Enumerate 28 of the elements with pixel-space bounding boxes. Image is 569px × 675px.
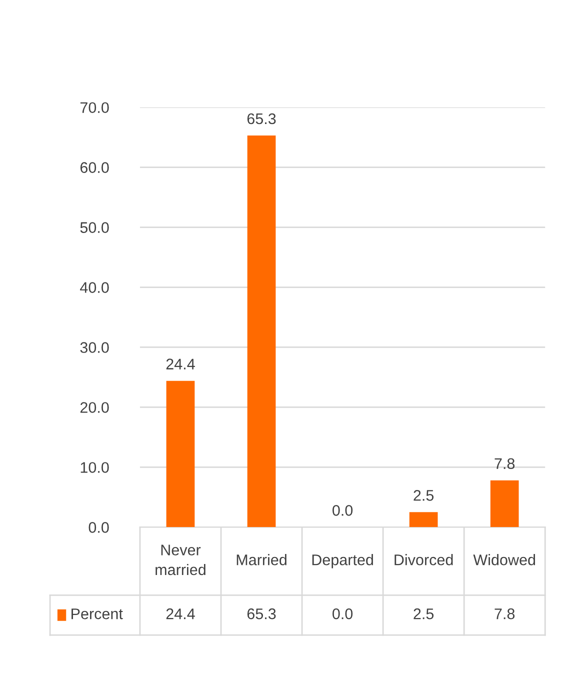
data-label: 24.4 <box>166 608 195 620</box>
y-tick-label: 20.0 <box>80 402 109 413</box>
bar <box>247 136 276 528</box>
text: 2.5 <box>414 490 434 501</box>
text: 0.0 <box>332 505 353 516</box>
legend-label: Percent <box>72 608 123 620</box>
data-label: 7.8 <box>494 608 515 620</box>
bar <box>490 480 519 528</box>
x-tick-label: Departed <box>312 554 373 568</box>
y-tick-label: 10.0 <box>80 462 109 473</box>
data-label: 65.3 <box>247 608 276 620</box>
x-tick-label: Widowed <box>473 554 536 566</box>
bar <box>409 512 438 528</box>
y-tick-label: 40.0 <box>80 282 109 293</box>
text: 24.4 <box>166 358 195 370</box>
x-tick-label: Never married <box>156 544 206 576</box>
y-tick-label: 0.0 <box>88 522 109 533</box>
x-tick-label: Married <box>236 554 286 566</box>
bar <box>166 380 195 528</box>
text: 65.3 <box>247 113 276 124</box>
y-tick-label: 70.0 <box>80 102 109 114</box>
data-label: 0.0 <box>332 608 353 620</box>
y-tick-label: 50.0 <box>80 222 109 233</box>
y-tick-label: 60.0 <box>80 162 109 173</box>
text: 7.8 <box>494 458 515 470</box>
x-tick-label: Divorced <box>394 554 453 566</box>
y-tick-label: 30.0 <box>80 342 109 353</box>
data-label: 2.5 <box>414 608 434 620</box>
